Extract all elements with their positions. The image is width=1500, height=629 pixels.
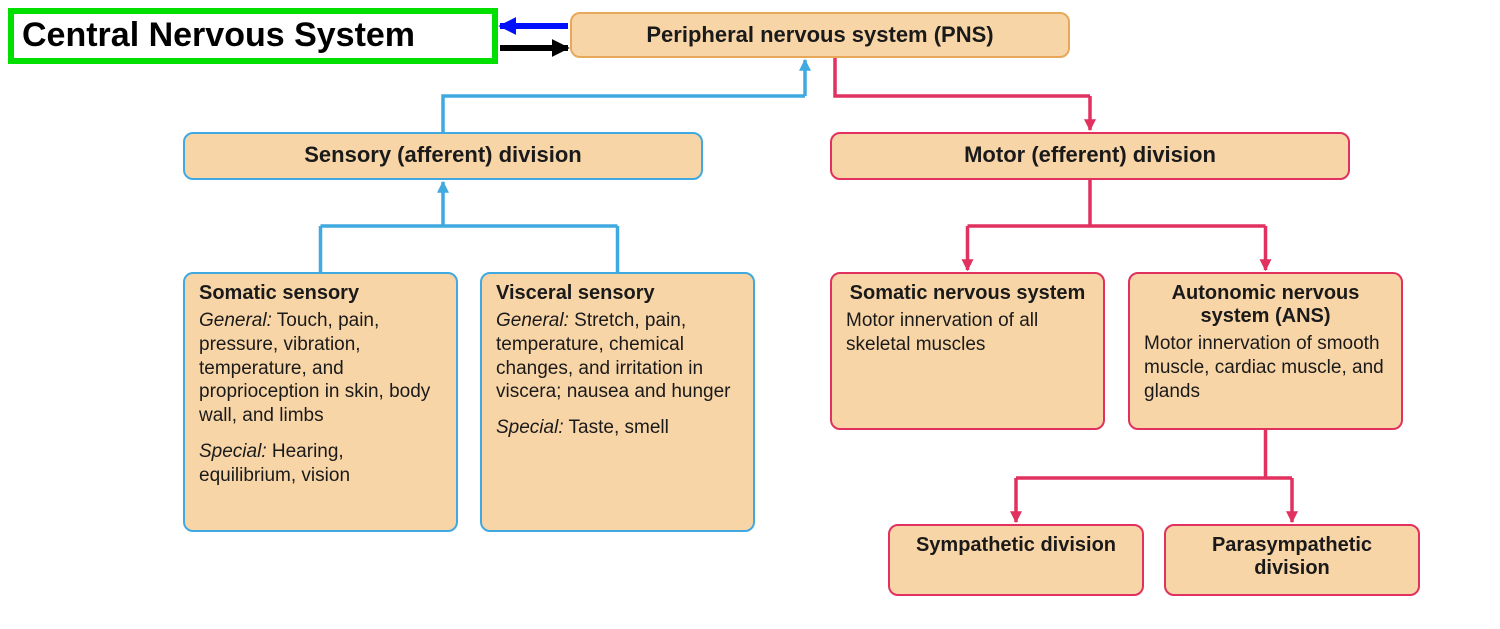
visceral-sensory-general: General: Stretch, pain, temperature, che…: [496, 309, 739, 404]
spacer: [199, 428, 442, 440]
somatic-sensory-special-label: Special:: [199, 441, 267, 462]
somatic-ns-title: Somatic nervous system: [846, 282, 1089, 305]
autonomic-nervous-system-box: Autonomic nervous system (ANS) Motor inn…: [1128, 272, 1403, 430]
somatic-sensory-special: Special: Hearing, equilibrium, vision: [199, 440, 442, 488]
cns-box: Central Nervous System: [8, 8, 498, 64]
somatic-sensory-general: General: Touch, pain, pressure, vibratio…: [199, 309, 442, 428]
visceral-sensory-general-label: General:: [496, 310, 569, 331]
somatic-sensory-title: Somatic sensory: [199, 282, 442, 305]
sensory-division-label: Sensory (afferent) division: [304, 142, 582, 167]
sympathetic-label: Sympathetic division: [916, 534, 1116, 556]
visceral-sensory-box: Visceral sensory General: Stretch, pain,…: [480, 272, 755, 532]
somatic-ns-body: Motor innervation of all skeletal muscle…: [846, 309, 1089, 357]
sensory-division-box: Sensory (afferent) division: [183, 132, 703, 180]
pns-box: Peripheral nervous system (PNS): [570, 12, 1070, 58]
autonomic-ns-body: Motor innervation of smooth muscle, card…: [1144, 332, 1387, 403]
somatic-nervous-system-box: Somatic nervous system Motor innervation…: [830, 272, 1105, 430]
visceral-sensory-title: Visceral sensory: [496, 282, 739, 305]
autonomic-ns-title: Autonomic nervous system (ANS): [1144, 282, 1387, 328]
somatic-sensory-box: Somatic sensory General: Touch, pain, pr…: [183, 272, 458, 532]
motor-division-box: Motor (efferent) division: [830, 132, 1350, 180]
visceral-sensory-special-label: Special:: [496, 417, 564, 438]
parasympathetic-label: Parasympathetic division: [1212, 534, 1372, 579]
sympathetic-box: Sympathetic division: [888, 524, 1144, 596]
spacer: [496, 404, 739, 416]
pns-label: Peripheral nervous system (PNS): [646, 22, 993, 47]
visceral-sensory-special-text: Taste, smell: [564, 417, 669, 438]
somatic-sensory-general-label: General:: [199, 310, 272, 331]
parasympathetic-box: Parasympathetic division: [1164, 524, 1420, 596]
visceral-sensory-special: Special: Taste, smell: [496, 416, 739, 440]
motor-division-label: Motor (efferent) division: [964, 142, 1216, 167]
